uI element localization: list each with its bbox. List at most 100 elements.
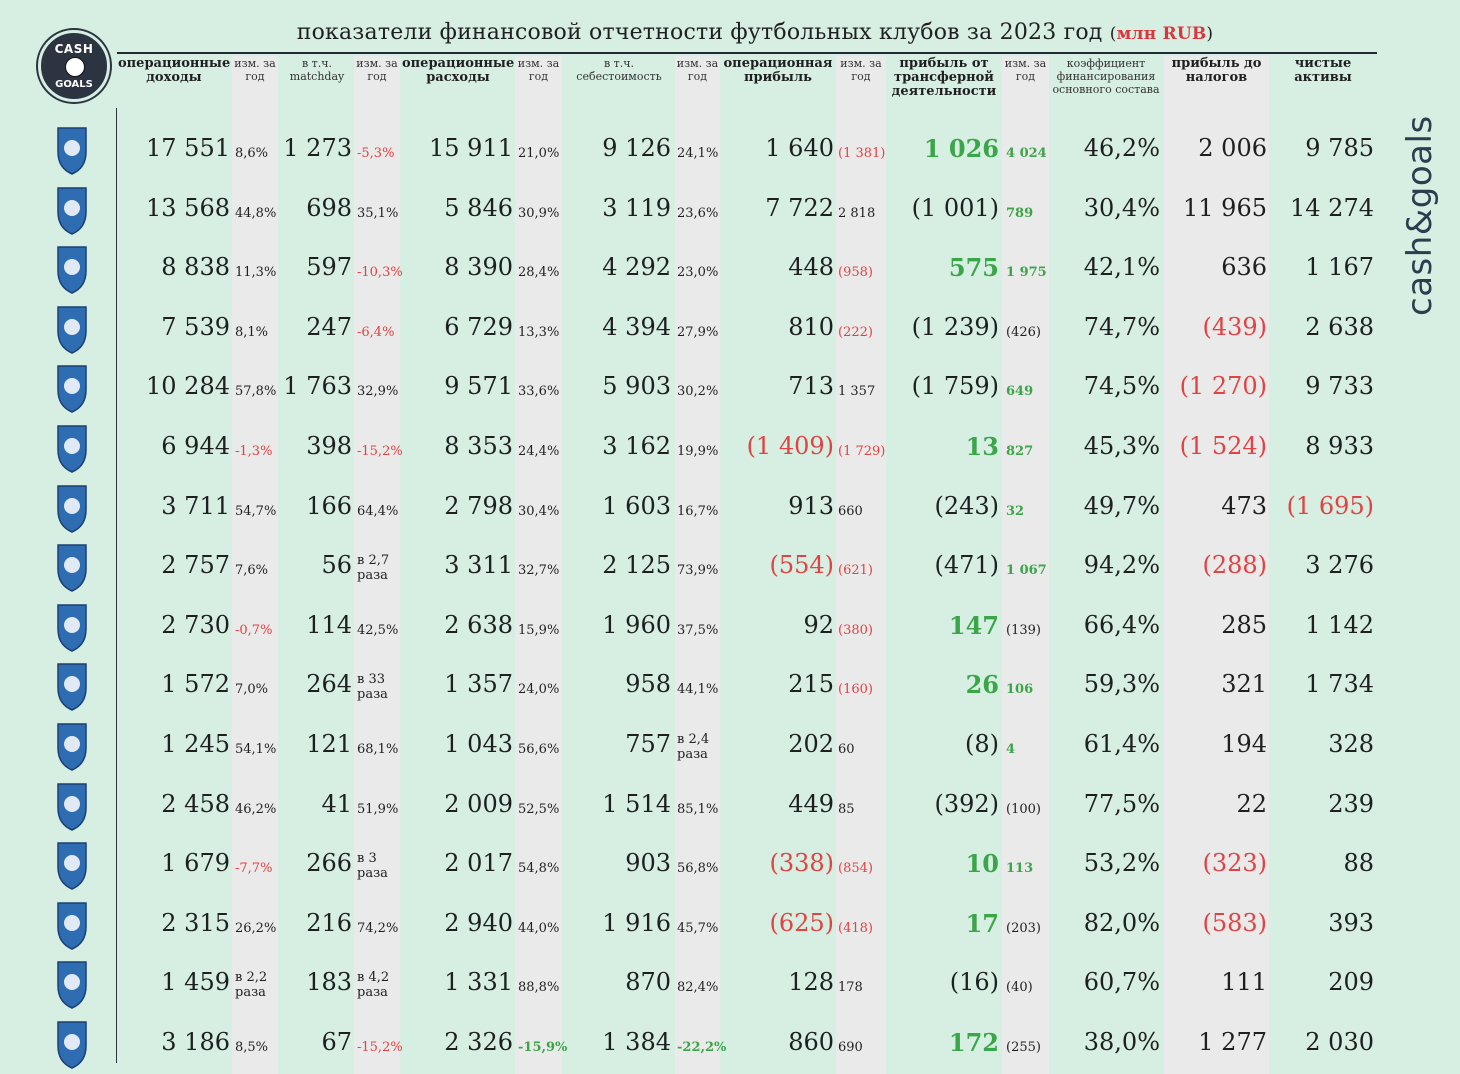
cell-fund: 49,7% bbox=[1083, 491, 1160, 520]
cell-op: (625) bbox=[769, 908, 834, 937]
header-cost: в т.ч. себестоимость bbox=[576, 57, 662, 83]
table-row: 6 944 -1,3% 398 -15,2% 8 353 24,4% 3 162 19,9% (… bbox=[0, 418, 1460, 478]
cell-md-c: 68,1% bbox=[357, 742, 399, 757]
cell-pre: (288) bbox=[1202, 551, 1267, 580]
cell-fund: 82,0% bbox=[1083, 908, 1160, 937]
cell-op-c: 1 357 bbox=[838, 384, 876, 400]
table-row: 10 284 57,8% 1 763 32,9% 9 571 33,6% 5 903 30,2… bbox=[0, 358, 1460, 418]
cell-cost-c: 27,9% bbox=[677, 324, 719, 340]
cell-cost-c: 85,1% bbox=[677, 801, 719, 817]
unit-note: (млн RUB) bbox=[1110, 24, 1214, 44]
cell-cost: 2 125 bbox=[602, 551, 671, 580]
stripe-exp-chg bbox=[515, 56, 562, 1074]
cell-op-c: (1 381) bbox=[838, 146, 886, 161]
cell-exp: 8 353 bbox=[444, 432, 513, 460]
cell-op: 713 bbox=[788, 372, 834, 401]
cell-inc-c: -0,7% bbox=[235, 622, 273, 638]
cell-exp-c: 88,8% bbox=[518, 980, 560, 996]
cell-exp: 1 357 bbox=[444, 670, 513, 699]
cell-exp-c: 21,0% bbox=[518, 146, 560, 161]
table-row: 1 245 54,1% 121 68,1% 1 043 56,6% 757 в 2,4 раз… bbox=[0, 716, 1460, 776]
cell-exp-c: 52,5% bbox=[518, 801, 560, 817]
cell-pre: 11 965 bbox=[1183, 193, 1267, 222]
cell-tr: (392) bbox=[934, 789, 999, 818]
cell-op: 128 bbox=[788, 968, 834, 997]
cell-tr: 17 bbox=[965, 908, 999, 938]
cell-md-c: 74,2% bbox=[357, 920, 399, 936]
cell-fund: 42,1% bbox=[1083, 253, 1160, 282]
stripe-md-chg bbox=[354, 56, 400, 1074]
cell-md: 264 bbox=[306, 670, 352, 699]
cell-inc-c: 11,3% bbox=[235, 265, 277, 281]
cell-pre: (583) bbox=[1202, 908, 1267, 937]
cell-md: 166 bbox=[306, 491, 352, 520]
cell-cost: 903 bbox=[625, 849, 671, 878]
cell-fund: 30,4% bbox=[1083, 193, 1160, 222]
cell-exp: 5 846 bbox=[444, 193, 513, 222]
table-row: 2 730 -0,7% 114 42,5% 2 638 15,9% 1 960 37,5% 92… bbox=[0, 597, 1460, 657]
cell-na: 1 734 bbox=[1305, 670, 1374, 699]
cell-cost: 1 916 bbox=[602, 908, 671, 937]
cell-cost: 1 384 bbox=[602, 1028, 671, 1056]
table-row: 1 572 7,0% 264 в 33 раза 1 357 24,0% 958 44,1% 2… bbox=[0, 656, 1460, 716]
cell-inc-c: 46,2% bbox=[235, 801, 277, 817]
cell-tr-c: (203) bbox=[1006, 920, 1041, 936]
cell-cost-c: в 2,4 раза bbox=[677, 732, 710, 762]
cell-pre: 636 bbox=[1221, 253, 1267, 282]
cell-pre: 22 bbox=[1236, 789, 1267, 818]
cell-cost-c: 19,9% bbox=[677, 444, 719, 459]
table-row: 3 186 8,5% 67 -15,2% 2 326 -15,9% 1 384 -22,2% 8… bbox=[0, 1014, 1460, 1074]
cell-tr-c: 1 067 bbox=[1006, 563, 1047, 579]
cell-exp-c: 32,7% bbox=[518, 563, 560, 579]
cell-op-c: 178 bbox=[838, 980, 863, 996]
cell-md: 247 bbox=[306, 312, 352, 341]
cell-inc: 3 711 bbox=[161, 491, 230, 520]
cell-pre: (1 270) bbox=[1179, 372, 1267, 401]
table-row: 8 838 11,3% 597 -10,3% 8 390 28,4% 4 292 23,0% 4… bbox=[0, 239, 1460, 299]
stripe-inc-chg bbox=[232, 56, 278, 1074]
cell-md: 597 bbox=[306, 253, 352, 282]
cell-cost-c: 30,2% bbox=[677, 384, 719, 400]
cell-tr: 172 bbox=[948, 1028, 999, 1057]
cell-md: 398 bbox=[306, 432, 352, 460]
cell-md-c: -15,2% bbox=[357, 444, 403, 459]
cell-md-c: 42,5% bbox=[357, 622, 399, 638]
cell-md: 1 273 bbox=[283, 134, 352, 162]
header-matchday: в т.ч. matchday bbox=[289, 57, 345, 83]
cell-cost: 958 bbox=[625, 670, 671, 699]
table-row: 17 551 8,6% 1 273 -5,3% 15 911 21,0% 9 126 24,1… bbox=[0, 120, 1460, 180]
cell-inc: 2 730 bbox=[161, 610, 230, 639]
cska-logo bbox=[40, 422, 104, 474]
cell-inc: 8 838 bbox=[161, 253, 230, 282]
cell-cost: 4 394 bbox=[602, 312, 671, 341]
cell-inc-c: 7,0% bbox=[235, 682, 269, 698]
cell-exp-c: -15,9% bbox=[518, 1040, 568, 1055]
cell-exp-c: 54,8% bbox=[518, 861, 560, 877]
akhmat-logo bbox=[40, 660, 104, 712]
cell-fund: 61,4% bbox=[1083, 730, 1160, 758]
orenburg-logo bbox=[40, 780, 104, 832]
cell-fund: 74,7% bbox=[1083, 312, 1160, 341]
cell-op: 449 bbox=[788, 789, 834, 818]
cell-tr: (8) bbox=[965, 730, 999, 758]
dynamo-logo bbox=[40, 243, 104, 295]
cell-exp-c: 30,4% bbox=[518, 503, 560, 519]
cell-cost: 1 603 bbox=[602, 491, 671, 520]
stripe-pretax bbox=[1164, 56, 1269, 1074]
lokomotiv-logo bbox=[40, 303, 104, 355]
cell-op: (1 409) bbox=[746, 432, 834, 460]
header-cost-chg: изм. за год bbox=[676, 57, 719, 83]
cell-na: 1 142 bbox=[1305, 610, 1374, 639]
unit-label: млн RUB bbox=[1116, 24, 1207, 44]
cell-tr-c: 789 bbox=[1006, 205, 1034, 221]
table-row: 2 315 26,2% 216 74,2% 2 940 44,0% 1 916 45,7% (6… bbox=[0, 895, 1460, 955]
table-row: 3 711 54,7% 166 64,4% 2 798 30,4% 1 603 16,7% 91… bbox=[0, 478, 1460, 538]
cell-na: 88 bbox=[1343, 849, 1374, 878]
header-transfer: прибыль от трансферной деятельности bbox=[891, 56, 997, 99]
cell-cost-c: 16,7% bbox=[677, 503, 719, 519]
cell-inc: 2 315 bbox=[161, 908, 230, 937]
cell-md-c: 51,9% bbox=[357, 801, 399, 817]
cell-inc: 10 284 bbox=[146, 372, 230, 401]
cell-inc-c: 54,7% bbox=[235, 503, 277, 519]
cell-cost-c: 45,7% bbox=[677, 920, 719, 936]
